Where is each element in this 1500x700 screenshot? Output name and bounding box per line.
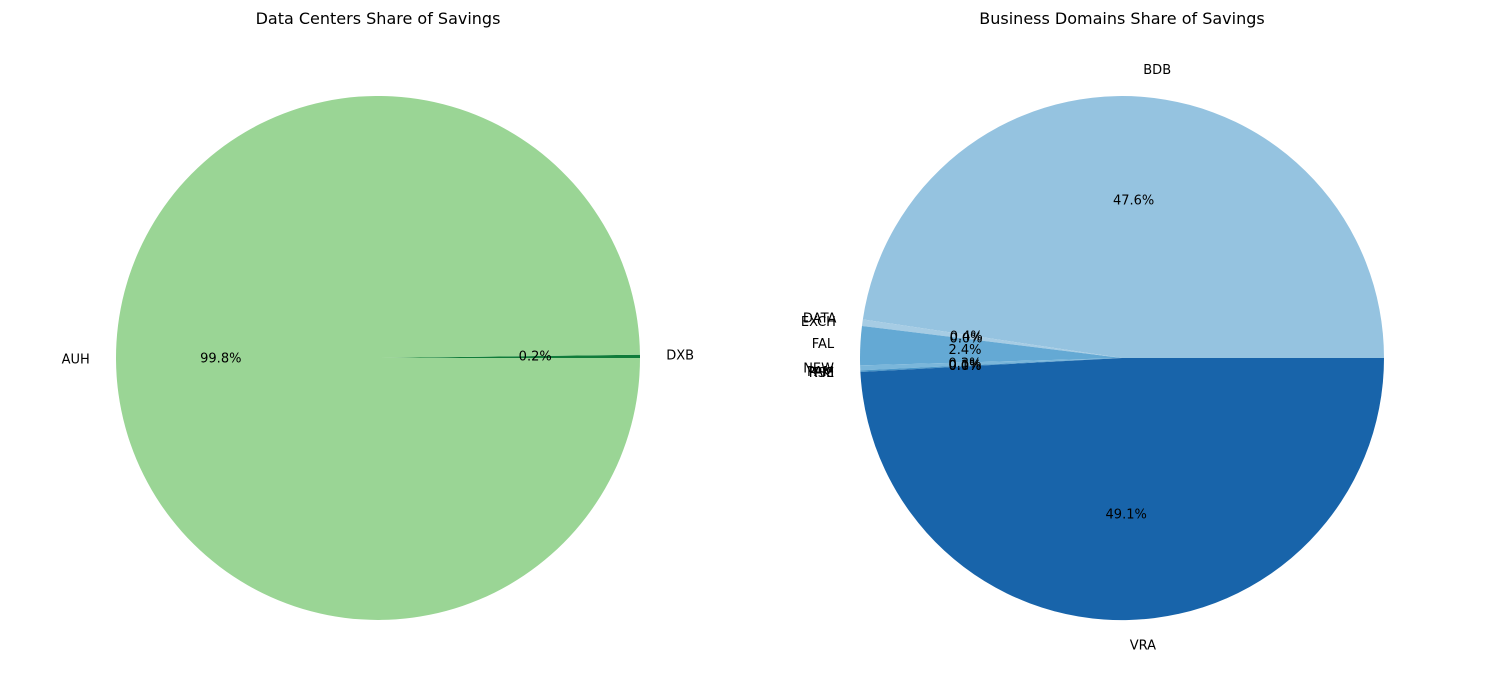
business-domains-label-fal: FAL xyxy=(812,337,835,352)
business-domains-labels: BDB 47.6% DATA 0.4% EXCH 0.0% FAL 2.4% NEW 0.3% PA… xyxy=(801,63,1171,654)
business-domains-pie-chart: Business Domains Share of Savings BDB 47.… xyxy=(801,9,1385,654)
business-domains-chart-title: Business Domains Share of Savings xyxy=(979,9,1264,28)
business-domains-percent-vra: 49.1% xyxy=(1106,508,1147,523)
data-centers-labels: DXB 0.2% AUH 99.8% xyxy=(62,349,694,368)
business-domains-label-rse: RSE xyxy=(809,366,835,381)
data-centers-percent-dxb: 0.2% xyxy=(519,350,552,365)
business-domains-label-pam: PAM xyxy=(807,365,834,380)
business-domains-wedge-data xyxy=(861,319,1122,358)
business-domains-wedge-bdb xyxy=(862,96,1384,358)
business-domains-wedge-pam xyxy=(860,358,1122,372)
business-domains-label-exch: EXCH xyxy=(801,315,836,330)
business-domains-percent-pam: 0.1% xyxy=(948,358,981,373)
business-domains-label-new: NEW xyxy=(803,361,834,376)
business-domains-percent-rse: 0.0% xyxy=(949,359,982,374)
business-domains-wedge-vra xyxy=(860,358,1385,621)
business-domains-label-vra: VRA xyxy=(1130,639,1156,654)
business-domains-percent-fal: 2.4% xyxy=(948,343,981,358)
data-centers-pie-chart: Data Centers Share of Savings DXB 0.2% AUH… xyxy=(62,9,694,620)
business-domains-wedge-fal xyxy=(859,325,1122,366)
business-domains-percent-bdb: 47.6% xyxy=(1113,194,1154,209)
data-centers-percent-auh: 99.8% xyxy=(200,351,241,366)
business-domains-percent-data: 0.4% xyxy=(950,329,983,344)
business-domains-label-pki: PKI xyxy=(814,366,834,381)
business-domains-wedge-new xyxy=(860,358,1122,371)
data-centers-chart-title: Data Centers Share of Savings xyxy=(256,9,501,28)
business-domains-label-data: DATA xyxy=(803,312,837,327)
data-centers-wedge-dxb xyxy=(378,354,640,358)
data-centers-label-auh: AUH xyxy=(62,352,90,367)
data-centers-wedges xyxy=(115,95,640,620)
business-domains-percent-exch: 0.0% xyxy=(949,331,982,346)
business-domains-percent-new: 0.3% xyxy=(948,356,981,371)
data-centers-label-dxb: DXB xyxy=(666,349,694,364)
data-centers-wedge-auh xyxy=(115,95,640,620)
business-domains-wedges xyxy=(859,96,1385,621)
business-domains-label-bdb: BDB xyxy=(1143,63,1171,78)
business-domains-percent-pki: 0.0% xyxy=(949,359,982,374)
